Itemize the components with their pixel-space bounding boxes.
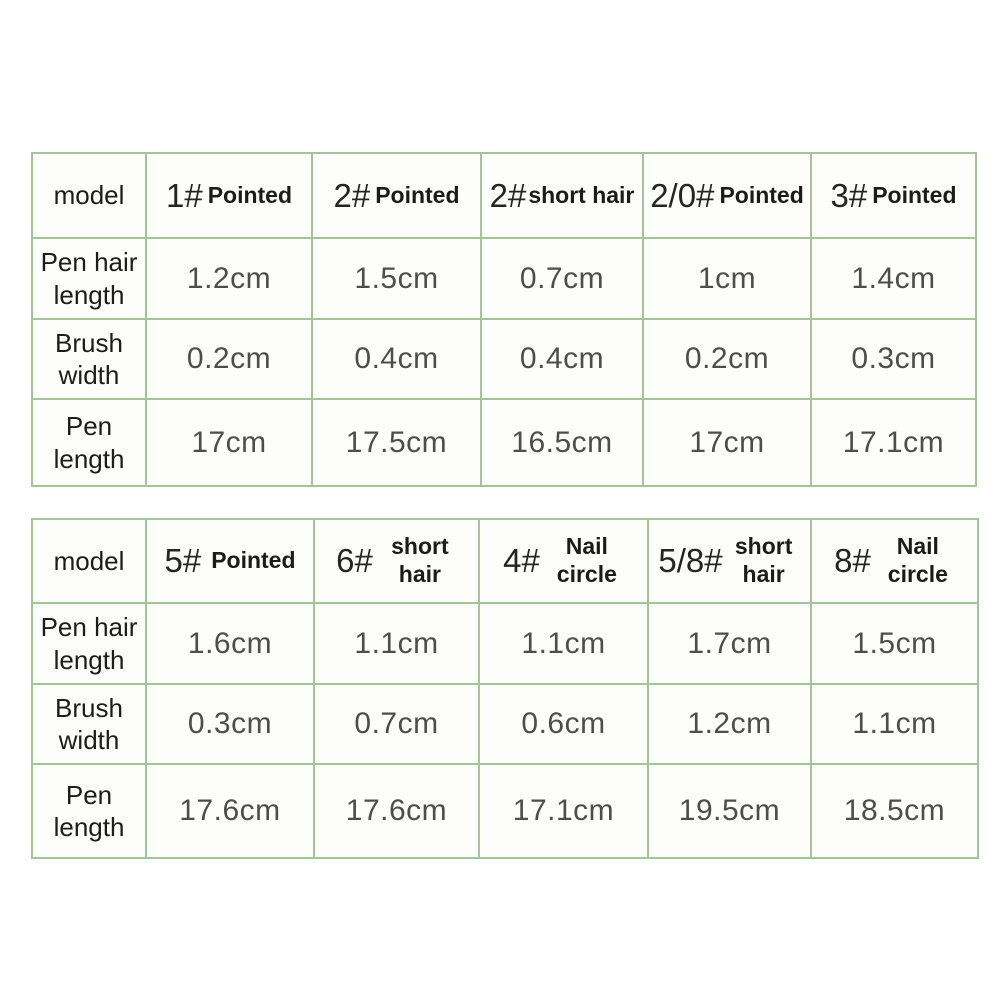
row-header-pen-length: Pen length (31, 398, 147, 487)
model-name: Pointed (872, 181, 957, 208)
row-header-pen-length: Pen length (31, 763, 147, 859)
table-row: Brush width 0.3cm 0.7cm 0.6cm 1.2cm 1.1c… (31, 683, 979, 765)
value-cell: 1.2cm (145, 237, 313, 320)
model-number: 5# (164, 542, 202, 579)
model-name: Nail circle (887, 533, 948, 587)
model-number: 6# (336, 542, 373, 579)
value-cell: 1.4cm (810, 237, 977, 320)
value-cell: 0.4cm (480, 318, 644, 400)
table-row: Pen length 17cm 17.5cm 16.5cm 17cm 17.1c… (31, 398, 977, 487)
column-header-6-short-hair: 6# short hair (313, 518, 480, 604)
value-cell: 1.6cm (145, 602, 315, 685)
table-row: Pen hair length 1.6cm 1.1cm 1.1cm 1.7cm … (31, 602, 979, 685)
model-name: Pointed (207, 181, 293, 208)
model-number: 3# (830, 176, 868, 214)
value-cell: 1.1cm (810, 683, 979, 765)
value-cell: 17.6cm (145, 763, 315, 859)
row-header-brush-width: Brush width (31, 683, 147, 765)
value-cell: 17cm (642, 398, 812, 487)
value-cell: 0.7cm (313, 683, 480, 765)
value-cell: 1cm (642, 237, 812, 320)
value-cell: 17.5cm (311, 398, 482, 487)
table-row: Brush width 0.2cm 0.4cm 0.4cm 0.2cm 0.3c… (31, 318, 977, 400)
table-row: model 1# Pointed 2# Pointed 2# short hair 2… (31, 152, 977, 239)
model-number: 4# (503, 542, 540, 579)
row-header-brush-width: Brush width (31, 318, 147, 400)
corner-cell-model: model (31, 152, 147, 239)
table-row: Pen length 17.6cm 17.6cm 17.1cm 19.5cm 1… (31, 763, 979, 859)
value-cell: 0.7cm (480, 237, 644, 320)
value-cell: 0.6cm (478, 683, 649, 765)
spec-table-top: model 1# Pointed 2# Pointed 2# short hair 2… (31, 152, 977, 487)
value-cell: 0.3cm (810, 318, 977, 400)
value-cell: 1.7cm (647, 602, 812, 685)
value-cell: 17cm (145, 398, 313, 487)
column-header-4-nail-circle: 4# Nail circle (478, 518, 649, 604)
model-name: Pointed (211, 547, 296, 574)
model-number: 2/0# (650, 176, 715, 214)
column-header-2-0-pointed: 2/0# Pointed (642, 152, 812, 239)
value-cell: 1.2cm (647, 683, 812, 765)
spec-table-bottom: model 5# Pointed 6# short hair 4# Nail circ… (31, 518, 979, 859)
table-row: Pen hair length 1.2cm 1.5cm 0.7cm 1cm 1.… (31, 237, 977, 320)
column-header-5-pointed: 5# Pointed (145, 518, 315, 604)
value-cell: 0.4cm (311, 318, 482, 400)
value-cell: 0.3cm (145, 683, 315, 765)
value-cell: 0.2cm (642, 318, 812, 400)
corner-cell-model: model (31, 518, 147, 604)
column-header-5-8-short-hair: 5/8# short hair (647, 518, 812, 604)
column-header-3-pointed: 3# Pointed (810, 152, 977, 239)
value-cell: 19.5cm (647, 763, 812, 859)
column-header-1-pointed: 1# Pointed (145, 152, 313, 239)
model-number: 2# (489, 176, 527, 214)
value-cell: 17.1cm (478, 763, 649, 859)
model-number: 2# (333, 176, 371, 214)
value-cell: 1.5cm (810, 602, 979, 685)
column-header-8-nail-circle: 8# Nail circle (810, 518, 979, 604)
model-name: short hair (734, 533, 793, 587)
value-cell: 1.1cm (313, 602, 480, 685)
table-row: model 5# Pointed 6# short hair 4# Nail circ… (31, 518, 979, 604)
model-name: Pointed (375, 181, 460, 208)
row-header-pen-hair-length: Pen hair length (31, 602, 147, 685)
value-cell: 18.5cm (810, 763, 979, 859)
model-name: short hair (528, 181, 635, 208)
row-header-pen-hair-length: Pen hair length (31, 237, 147, 320)
model-number: 5/8# (658, 542, 723, 579)
value-cell: 16.5cm (480, 398, 644, 487)
value-cell: 0.2cm (145, 318, 313, 400)
column-header-2-pointed: 2# Pointed (311, 152, 482, 239)
column-header-2-short-hair: 2# short hair (480, 152, 644, 239)
model-name: Pointed (719, 181, 804, 208)
model-number: 1# (165, 176, 203, 214)
model-name: Nail circle (556, 533, 617, 587)
model-number: 8# (834, 542, 871, 579)
value-cell: 1.1cm (478, 602, 649, 685)
value-cell: 1.5cm (311, 237, 482, 320)
model-name: short hair (391, 533, 449, 587)
value-cell: 17.6cm (313, 763, 480, 859)
value-cell: 17.1cm (810, 398, 977, 487)
